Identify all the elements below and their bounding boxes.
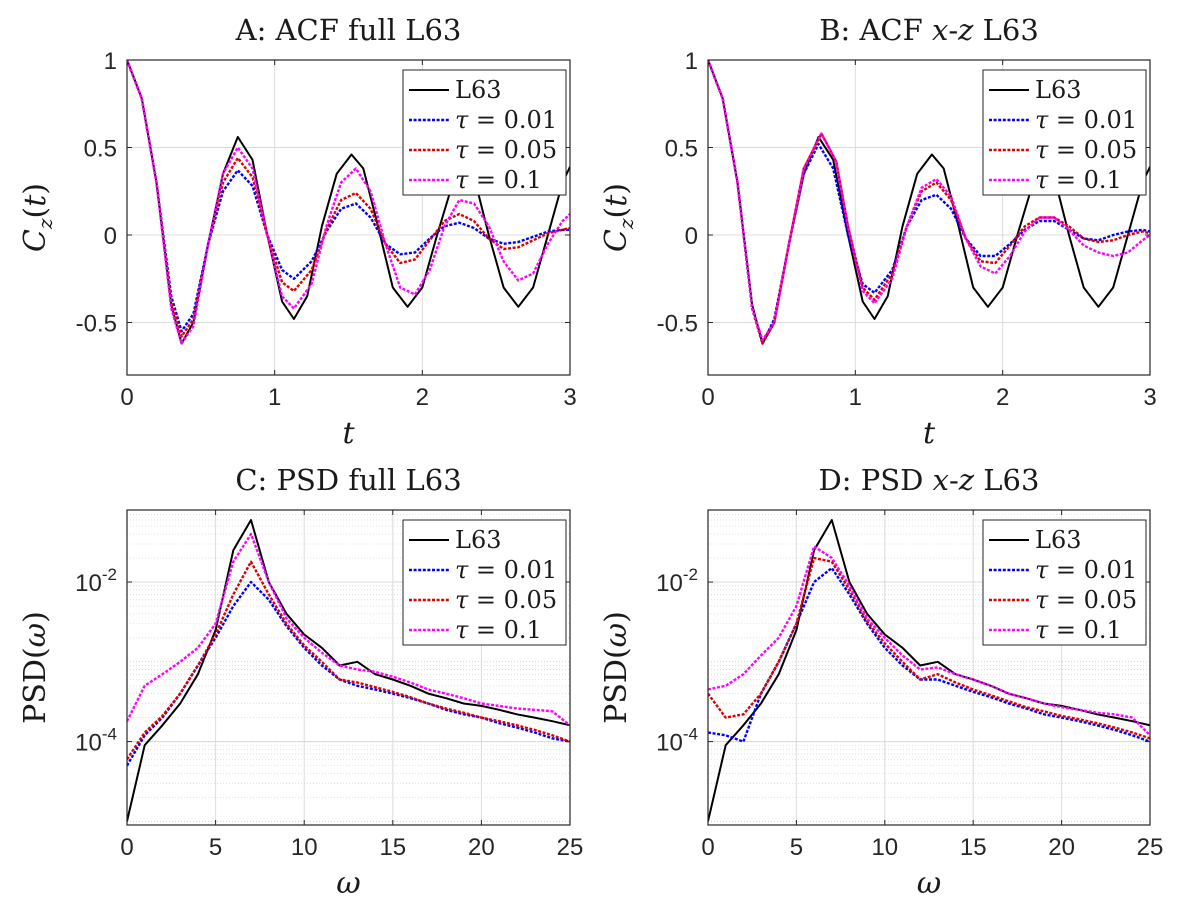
x-tick-label: 0 [701, 834, 714, 861]
y-axis-label: Cz(t) [18, 183, 57, 252]
x-tick-label: 0 [120, 834, 133, 861]
x-tick-label: 1 [849, 384, 862, 411]
legend-label: τ = 0.05 [1035, 586, 1137, 614]
y-tick-label: 1 [104, 48, 117, 75]
y-tick-label: 10-4 [75, 725, 117, 757]
legend-label: τ = 0.1 [1035, 166, 1122, 194]
legend-label: τ = 0.01 [1035, 556, 1137, 584]
x-tick-label: 15 [379, 834, 406, 861]
series-line-tau-3 [708, 60, 1150, 342]
x-tick-label: 0 [120, 384, 133, 411]
legend-label: τ = 0.1 [1035, 616, 1122, 644]
x-tick-label: 25 [1137, 834, 1164, 861]
legend-label: τ = 0.05 [455, 136, 557, 164]
x-tick-label: 15 [960, 834, 987, 861]
legend-label: τ = 0.05 [1035, 136, 1137, 164]
chart-title: A: ACF full L63 [235, 13, 462, 47]
chart-title: B: ACF x-z L63 [819, 13, 1039, 47]
x-tick-label: 2 [416, 384, 429, 411]
series-line-tau-2 [708, 556, 1150, 740]
panel-d: 0 5 10 15 20 25 10-2 10-4 D: PSD x-z L63 ω PSD(ω) L… [599, 463, 1163, 901]
axes-frame [707, 509, 1151, 826]
panel-c: 0 5 10 15 20 25 10-2 10-4 C: PSD full L63 ω PSD(ω)… [18, 463, 583, 901]
legend-label: L63 [455, 76, 501, 104]
y-tick-label: 0 [685, 223, 698, 250]
x-tick-label: 25 [557, 834, 584, 861]
y-tick-label: 10-4 [656, 725, 698, 757]
y-tick-label: 1 [685, 48, 698, 75]
x-axis-label: ω [917, 866, 941, 901]
x-tick-label: 2 [996, 384, 1009, 411]
x-tick-label: 1 [268, 384, 281, 411]
series-line-tau-3 [708, 545, 1150, 737]
x-axis-label: t [923, 416, 936, 451]
series-line-tau-1 [127, 60, 570, 333]
legend-label: τ = 0.01 [455, 556, 557, 584]
series-group [708, 519, 1150, 822]
series-line-tau-2 [708, 60, 1150, 345]
legend-label: L63 [455, 526, 501, 554]
series-line-tau-2 [127, 60, 570, 338]
y-tick-label: -0.5 [76, 311, 117, 338]
axes-frame [126, 509, 571, 826]
chart-title: C: PSD full L63 [235, 463, 461, 497]
legend-label: τ = 0.05 [455, 586, 557, 614]
y-tick-label: 0.5 [665, 136, 698, 163]
x-tick-label: 20 [468, 834, 495, 861]
legend-label: τ = 0.1 [455, 616, 542, 644]
x-tick-label: 10 [871, 834, 898, 861]
series-group [708, 60, 1150, 345]
y-tick-label: 10-2 [75, 565, 117, 597]
series-line-tau-1 [708, 566, 1150, 743]
legend-label: L63 [1035, 76, 1081, 104]
legend-label: L63 [1035, 526, 1081, 554]
y-axis-label: PSD(ω) [599, 611, 634, 724]
y-axis-label: Cz(t) [599, 183, 638, 252]
series-line-l63 [127, 519, 570, 822]
x-tick-label: 3 [1143, 384, 1156, 411]
series-line-tau-1 [127, 580, 570, 767]
series-line-tau-2 [127, 560, 570, 760]
x-tick-label: 10 [291, 834, 318, 861]
y-tick-label: 10-2 [656, 565, 698, 597]
chart-title: D: PSD x-z L63 [819, 463, 1040, 497]
x-tick-label: 5 [790, 834, 803, 861]
legend-label: τ = 0.01 [455, 106, 557, 134]
x-tick-label: 0 [701, 384, 714, 411]
y-axis-label: PSD(ω) [18, 611, 53, 724]
axes-frame [707, 59, 1151, 376]
y-tick-label: 0.5 [84, 136, 117, 163]
series-group [127, 519, 570, 822]
x-tick-label: 3 [563, 384, 576, 411]
x-axis-label: t [342, 416, 355, 451]
x-axis-label: ω [336, 866, 360, 901]
series-group [127, 60, 570, 345]
x-tick-label: 20 [1048, 834, 1075, 861]
series-line-tau-3 [127, 532, 570, 727]
legend-label: τ = 0.01 [1035, 106, 1137, 134]
x-tick-label: 5 [209, 834, 222, 861]
axes-frame [126, 59, 571, 376]
y-tick-label: -0.5 [657, 311, 698, 338]
series-line-tau-3 [127, 60, 570, 345]
legend-label: τ = 0.1 [455, 166, 542, 194]
y-tick-label: 0 [104, 223, 117, 250]
